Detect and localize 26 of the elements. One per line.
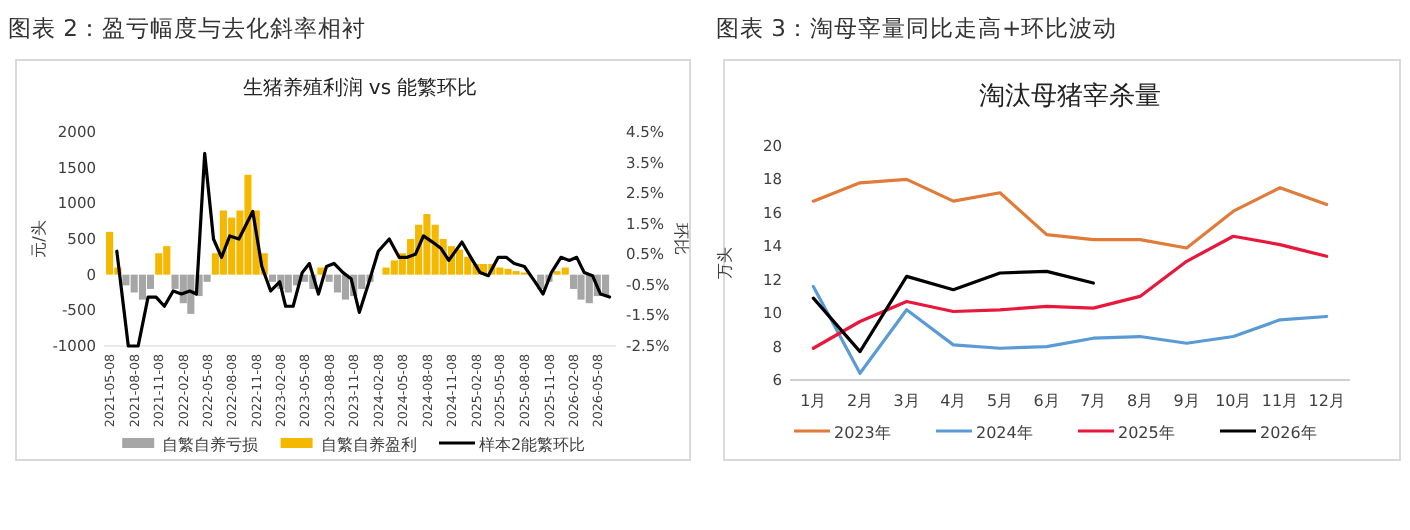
chart-title: 图表 2：盈亏幅度与去化斜率相衬 [8, 14, 366, 42]
legend-label: 自繁自养盈利 [320, 436, 417, 454]
x-tick-label: 11月 [1261, 392, 1299, 410]
chart-subtitle: 淘汰母猪宰杀量 [979, 80, 1161, 112]
legend-label: 2023年 [834, 424, 891, 442]
y2-axis-title: 环比 [672, 223, 690, 255]
chart-subtitle: 生猪养殖利润 vs 能繁环比 [242, 76, 478, 100]
y-axis-title: 元/头 [30, 220, 48, 258]
legend-label: 2026年 [1260, 424, 1317, 442]
chart-title: 图表 3：淘母宰量同比走高+环比波动 [716, 14, 1118, 42]
x-tick-label: 12月 [1308, 392, 1345, 410]
x-tick-label: 4月 [940, 392, 967, 410]
legend-label: 样本2能繁环比 [479, 436, 586, 454]
x-tick-label: 6月 [1033, 392, 1060, 410]
legend-label: 2025年 [1118, 424, 1175, 442]
x-tick-label: 10月 [1215, 392, 1252, 410]
x-tick-label: 2月 [846, 392, 874, 410]
x-tick-label: 5月 [986, 392, 1014, 410]
legend-label: 自繁自养亏损 [162, 436, 259, 454]
x-tick-label: 8月 [1126, 392, 1154, 410]
legend-label: 2024年 [976, 424, 1033, 442]
x-tick-label: 1月 [800, 392, 827, 410]
x-tick-label: 3月 [893, 392, 920, 410]
x-tick-label: 7月 [1080, 392, 1107, 410]
x-tick-label: 9月 [1173, 392, 1200, 410]
y-axis-title: 万头 [716, 247, 734, 279]
